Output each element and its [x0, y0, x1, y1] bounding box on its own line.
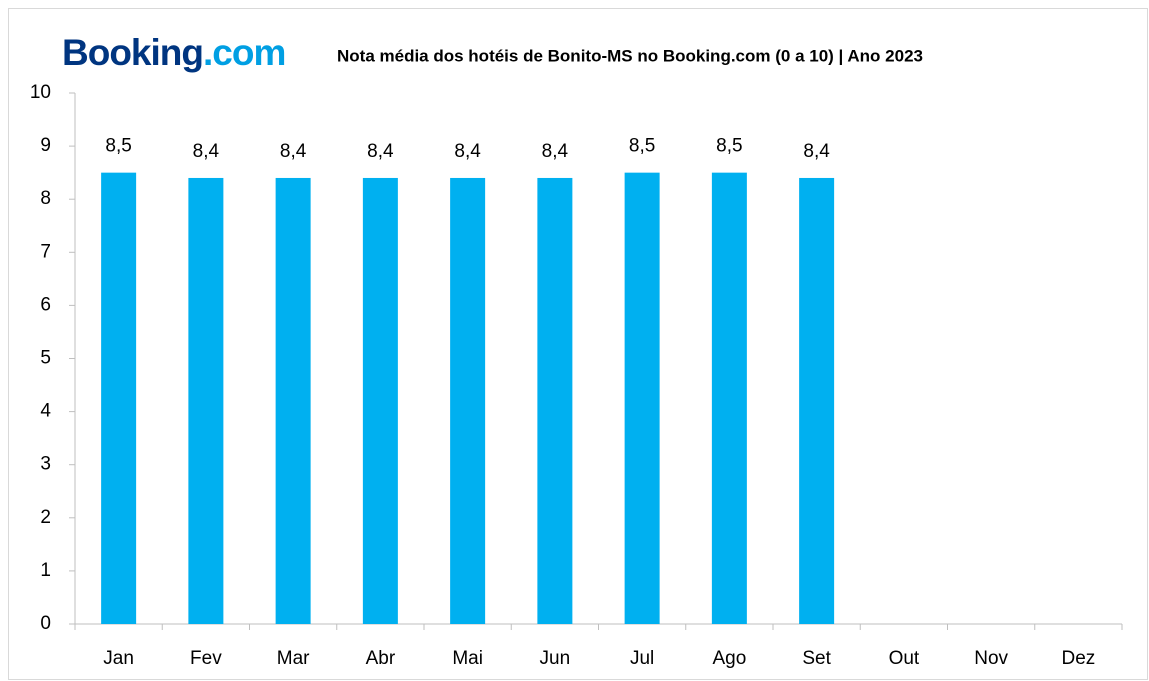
- y-tick-label: 2: [40, 507, 51, 528]
- value-label: 8,4: [542, 141, 569, 162]
- y-tick-label: 8: [40, 188, 51, 209]
- value-label: 8,4: [193, 141, 220, 162]
- value-label: 8,4: [280, 141, 307, 162]
- x-tick-label: Mai: [452, 648, 483, 669]
- bar: [362, 177, 398, 624]
- x-tick-label: Jun: [540, 648, 571, 669]
- y-tick-label: 10: [30, 82, 51, 103]
- bar: [450, 177, 486, 624]
- logo-suffix: .com: [203, 32, 285, 73]
- value-label: 8,5: [716, 136, 742, 157]
- value-label: 8,4: [803, 141, 830, 162]
- x-tick-label: Out: [889, 648, 920, 669]
- x-tick-label: Dez: [1061, 648, 1095, 669]
- bar: [799, 177, 835, 624]
- y-tick-label: 4: [40, 401, 51, 422]
- bar: [537, 177, 573, 624]
- x-tick-label: Abr: [366, 648, 396, 669]
- bar: [711, 172, 747, 624]
- value-label: 8,5: [105, 136, 131, 157]
- chart-border: [8, 8, 1148, 680]
- value-label: 8,5: [629, 136, 655, 157]
- x-tick-label: Mar: [277, 648, 310, 669]
- bar: [101, 172, 137, 624]
- x-tick-label: Jan: [103, 648, 134, 669]
- x-tick-label: Nov: [974, 648, 1008, 669]
- y-tick-label: 1: [40, 560, 51, 581]
- x-tick-label: Jul: [630, 648, 654, 669]
- value-label: 8,4: [454, 141, 481, 162]
- y-tick-label: 7: [40, 241, 51, 262]
- y-tick-label: 5: [40, 348, 51, 369]
- x-tick-label: Set: [802, 648, 831, 669]
- logo-name: Booking: [62, 32, 203, 73]
- y-tick-label: 3: [40, 454, 51, 475]
- logo: Booking.com: [62, 32, 285, 73]
- bar: [188, 177, 224, 624]
- value-label: 8,4: [367, 141, 394, 162]
- x-tick-label: Fev: [190, 648, 222, 669]
- bar: [624, 172, 660, 624]
- y-tick-label: 6: [40, 294, 51, 315]
- x-tick-label: Ago: [712, 648, 746, 669]
- y-tick-label: 9: [40, 135, 51, 156]
- y-tick-label: 0: [40, 613, 51, 634]
- bar: [275, 177, 311, 624]
- chart-title: Nota média dos hotéis de Bonito-MS no Bo…: [337, 46, 923, 65]
